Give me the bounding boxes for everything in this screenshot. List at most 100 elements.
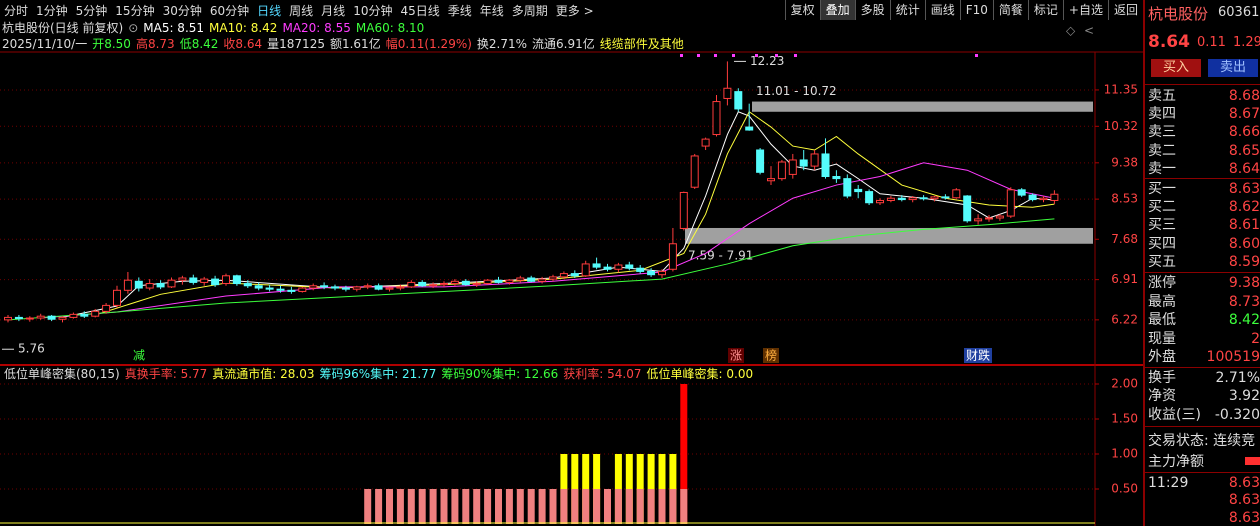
panel-row: 最低 8.42 — [1148, 311, 1260, 329]
panel-row: 卖四 8.67 — [1148, 105, 1260, 123]
price-zone — [752, 101, 1093, 112]
signal-dots — [680, 54, 978, 57]
candle-body — [265, 287, 274, 290]
y-tick-label: 11.35 — [1104, 82, 1138, 96]
period-tab[interactable]: 多周期 — [511, 3, 548, 18]
candle-body — [777, 161, 786, 180]
candle-body — [156, 283, 165, 288]
icon[interactable]: < — [1084, 24, 1094, 38]
buy-button[interactable]: 买入 — [1151, 59, 1201, 77]
panel-row: 买一 8.63 — [1148, 180, 1260, 198]
row-value: 8.61 — [1228, 217, 1260, 234]
period-tab[interactable]: 1分钟 — [36, 3, 68, 18]
period-tab[interactable]: 10分钟 — [353, 3, 393, 18]
period-tab[interactable]: 分时 — [4, 3, 29, 18]
row-value: 8.60 — [1228, 235, 1260, 252]
candle-body — [745, 126, 754, 131]
row-label: 外盘 — [1148, 349, 1176, 366]
candle-body — [211, 278, 220, 286]
icon[interactable]: ◇ — [1066, 24, 1076, 38]
period-tab[interactable]: 30分钟 — [162, 3, 202, 18]
y-tick-label: 7.68 — [1111, 232, 1138, 246]
panel-row: 现量 2 — [1148, 330, 1260, 348]
separator — [1145, 178, 1260, 179]
panel-row: 外盘 100519 — [1148, 348, 1260, 366]
ma-line — [7, 218, 1055, 321]
period-tab[interactable]: 更多 > — [555, 3, 594, 18]
candle-body — [974, 218, 983, 222]
quote-line: 2025/11/10/一 开8.50 高8.73 低8.42 收8.64 量187125 额… — [2, 36, 689, 52]
period-tab[interactable]: 45日线 — [400, 3, 440, 18]
panel-row: 买二 8.62 — [1148, 198, 1260, 216]
row-label: 净资 — [1148, 388, 1176, 405]
indicator-item: 筹码90%集中: 12.66 — [441, 367, 559, 381]
toolbar-button[interactable]: 返回 — [1107, 0, 1143, 20]
quote-item: 换2.71% — [476, 37, 528, 51]
candle-body — [189, 277, 198, 283]
candle-body — [527, 277, 536, 282]
period-tab[interactable]: 季线 — [447, 3, 472, 18]
candle-body — [854, 188, 863, 193]
indicator-item: 获利率: 54.07 — [563, 367, 642, 381]
indicator-bar — [658, 489, 666, 524]
period-tab[interactable]: 年线 — [479, 3, 504, 18]
row-value: 8.67 — [1228, 106, 1260, 123]
candle-body — [254, 285, 263, 289]
quote-panel: 杭电股份6036188.640.111.29%买入卖出卖五8.68卖四8.67卖… — [1143, 0, 1260, 526]
indicator-bar — [386, 489, 393, 524]
toolbar-button[interactable]: 叠加 — [819, 0, 855, 20]
panel-row: 卖五 8.68 — [1148, 87, 1260, 105]
candle-body — [47, 315, 56, 320]
candle-body — [538, 278, 547, 282]
row-value: 8.73 — [1228, 293, 1260, 310]
indicator-bar — [560, 489, 568, 524]
toolbar-button[interactable]: 简餐 — [992, 0, 1028, 20]
toolbar-button[interactable]: 复权 — [784, 0, 820, 20]
row-value: 9.38 — [1228, 275, 1260, 291]
toolbar-button[interactable]: F10 — [959, 0, 993, 20]
period-tab[interactable]: 周线 — [289, 3, 314, 18]
zone-label: 11.01 - 10.72 — [756, 84, 837, 98]
period-tab[interactable]: 15分钟 — [115, 3, 155, 18]
indicator-bar — [505, 489, 513, 524]
candle-body — [309, 285, 318, 289]
candle-body — [668, 243, 677, 270]
toolbar-button[interactable]: 统计 — [889, 0, 925, 20]
indicator-bar — [582, 489, 590, 524]
period-tab[interactable]: 60分钟 — [209, 3, 250, 18]
separator — [1145, 367, 1260, 368]
candle-body — [658, 270, 666, 276]
period-tab[interactable]: 日线 — [257, 3, 282, 18]
candle-body — [625, 264, 634, 269]
panel-row: 买三 8.61 — [1148, 216, 1260, 234]
toolbar-button[interactable]: +自选 — [1062, 0, 1108, 20]
toolbar-button[interactable]: 画线 — [924, 0, 960, 20]
candle-body — [167, 279, 176, 288]
ma-line — [62, 111, 1055, 318]
panel-row: 8.63 — [1148, 509, 1260, 526]
period-tab[interactable]: 5分钟 — [75, 3, 108, 18]
icon[interactable]: ⊙ — [128, 21, 139, 35]
panel-row: 最高 8.73 — [1148, 293, 1260, 311]
panel-row: 卖二 8.65 — [1148, 142, 1260, 160]
indicator-bar — [396, 489, 404, 524]
quote-item: 额1.61亿 — [329, 37, 381, 51]
toolbar-button[interactable]: 多股 — [854, 0, 890, 20]
period-tab[interactable]: 月线 — [321, 3, 346, 18]
candle-body — [549, 276, 557, 280]
candle-body — [385, 287, 394, 290]
toolbar-button[interactable]: 标记 — [1027, 0, 1063, 20]
y-tick-label: 1.50 — [1111, 412, 1138, 426]
separator — [1145, 272, 1260, 273]
candle-body — [494, 279, 503, 283]
y-tick-label: 6.91 — [1111, 272, 1138, 286]
panel-row: 买五 8.59 — [1148, 253, 1260, 271]
candle-body — [134, 280, 143, 289]
indicator-bar — [440, 489, 448, 524]
candle-body — [963, 195, 972, 222]
row-value: 8.63 — [1228, 492, 1260, 509]
sell-button[interactable]: 卖出 — [1208, 59, 1258, 77]
indicator-bar — [462, 489, 470, 524]
indicator-bar — [364, 489, 372, 524]
